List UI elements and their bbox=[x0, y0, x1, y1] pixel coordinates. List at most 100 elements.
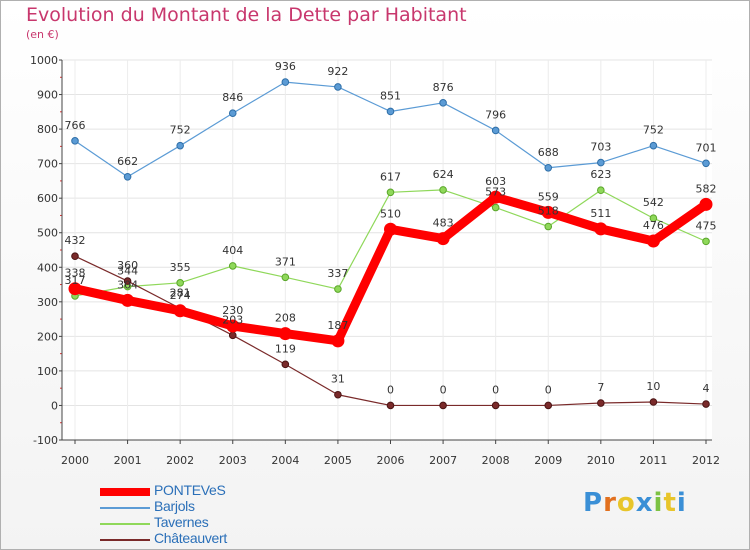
legend-label: Tavernes bbox=[154, 514, 209, 530]
data-point bbox=[646, 234, 660, 248]
legend-item: Barjols bbox=[100, 498, 320, 516]
legend-swatch bbox=[100, 539, 150, 541]
data-label: 851 bbox=[380, 89, 401, 102]
data-point bbox=[439, 186, 447, 194]
data-label: 752 bbox=[170, 124, 191, 137]
legend-swatch bbox=[100, 507, 150, 509]
data-label: 119 bbox=[275, 342, 296, 355]
data-label: 371 bbox=[275, 255, 296, 268]
data-label: 796 bbox=[485, 108, 506, 121]
data-label: 7 bbox=[597, 381, 604, 394]
data-point bbox=[228, 262, 237, 270]
data-label: 510 bbox=[380, 207, 401, 220]
chart-legend: PONTEVeS Barjols Tavernes Châteauvert bbox=[100, 482, 320, 548]
data-label: 518 bbox=[538, 205, 559, 218]
logo-letter: i bbox=[653, 488, 664, 518]
data-label: 355 bbox=[170, 261, 191, 274]
x-tick-label: 2001 bbox=[114, 454, 142, 467]
data-label: 432 bbox=[65, 234, 86, 247]
x-tick-label: 2008 bbox=[482, 454, 510, 467]
proxiti-logo: Proxiti bbox=[583, 488, 687, 518]
data-label: 752 bbox=[643, 124, 664, 137]
x-tick-label: 2002 bbox=[166, 454, 194, 467]
data-point bbox=[597, 158, 605, 167]
data-label: 511 bbox=[590, 207, 611, 220]
data-point bbox=[334, 285, 342, 293]
data-point bbox=[541, 205, 555, 219]
data-label: 624 bbox=[433, 168, 454, 181]
data-label: 317 bbox=[65, 274, 86, 287]
data-point bbox=[491, 203, 500, 212]
logo-letter: t bbox=[663, 488, 677, 518]
logo-letter: i bbox=[676, 488, 687, 518]
data-point bbox=[71, 252, 79, 261]
legend-label: Barjols bbox=[154, 498, 195, 514]
data-label: 701 bbox=[696, 141, 717, 154]
data-label: 483 bbox=[433, 217, 454, 230]
data-label: 475 bbox=[696, 219, 717, 232]
data-point bbox=[544, 222, 553, 231]
data-label: 846 bbox=[222, 91, 243, 104]
data-point bbox=[699, 197, 713, 211]
data-point bbox=[544, 401, 553, 410]
data-point bbox=[384, 222, 397, 236]
logo-letter: P bbox=[583, 488, 604, 518]
chart-subtitle: (en €) bbox=[26, 28, 59, 41]
data-point bbox=[649, 398, 658, 406]
x-tick-label: 2012 bbox=[692, 454, 720, 467]
legend-label: PONTEVeS bbox=[154, 482, 226, 498]
data-point bbox=[228, 331, 237, 340]
data-label: 203 bbox=[222, 313, 243, 326]
legend-label: Châteauvert bbox=[154, 530, 227, 546]
plot-area bbox=[62, 60, 712, 440]
y-tick-label: 500 bbox=[37, 227, 58, 240]
legend-swatch bbox=[100, 488, 150, 496]
data-point bbox=[68, 282, 82, 296]
data-label: 304 bbox=[117, 278, 138, 291]
data-point bbox=[702, 159, 710, 168]
data-point bbox=[281, 360, 290, 369]
data-point bbox=[278, 327, 292, 341]
y-tick-label: 700 bbox=[37, 158, 58, 171]
data-point bbox=[649, 141, 658, 150]
x-tick-label: 2000 bbox=[61, 454, 89, 467]
data-label: 559 bbox=[538, 190, 559, 203]
data-label: 603 bbox=[485, 175, 506, 188]
x-tick-label: 2011 bbox=[639, 454, 667, 467]
data-point bbox=[544, 163, 553, 172]
data-point bbox=[594, 222, 608, 236]
data-point bbox=[439, 401, 447, 410]
data-label: 582 bbox=[696, 182, 717, 195]
data-label: 281 bbox=[170, 286, 191, 299]
legend-swatch bbox=[100, 523, 150, 525]
data-point bbox=[123, 277, 132, 285]
data-point bbox=[226, 319, 240, 333]
data-label: 208 bbox=[275, 312, 296, 325]
chart-title: Evolution du Montant de la Dette par Hab… bbox=[26, 4, 467, 26]
data-label: 922 bbox=[327, 65, 348, 78]
data-point bbox=[173, 304, 187, 318]
data-point bbox=[334, 83, 342, 91]
data-label: 476 bbox=[643, 219, 664, 232]
data-label: 344 bbox=[117, 265, 138, 278]
data-label: 662 bbox=[117, 155, 138, 168]
y-tick-label: 800 bbox=[37, 123, 58, 136]
y-tick-label: 400 bbox=[37, 261, 58, 274]
data-label: 274 bbox=[170, 289, 191, 302]
data-label: 10 bbox=[646, 380, 660, 393]
x-tick-label: 2007 bbox=[429, 454, 457, 467]
x-tick-label: 2003 bbox=[219, 454, 247, 467]
logo-letter: o bbox=[616, 488, 636, 518]
y-tick-label: 900 bbox=[37, 89, 58, 102]
data-point bbox=[491, 126, 500, 135]
logo-letter: x bbox=[635, 488, 654, 518]
data-label: 936 bbox=[275, 60, 296, 73]
data-point bbox=[436, 232, 450, 246]
data-label: 623 bbox=[590, 168, 611, 181]
data-point bbox=[71, 137, 79, 145]
y-tick-label: -100 bbox=[33, 434, 58, 447]
x-tick-label: 2004 bbox=[271, 454, 299, 467]
data-label: 4 bbox=[703, 382, 710, 395]
data-point bbox=[281, 273, 290, 282]
